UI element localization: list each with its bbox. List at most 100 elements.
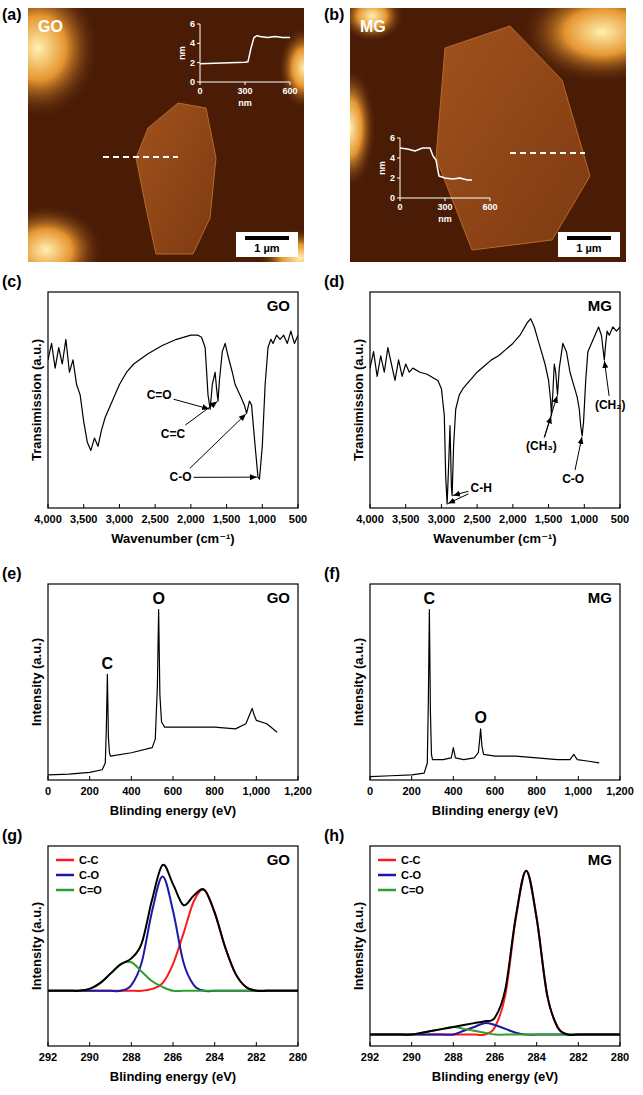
- x-tick: [83, 504, 84, 508]
- x-axis-title: nm: [238, 98, 252, 108]
- x-tick-label: 284: [527, 1051, 546, 1063]
- x-tick-label: 282: [247, 1051, 265, 1063]
- scale-bar-label: 1 µm: [254, 242, 280, 254]
- panel-title: MG: [588, 851, 612, 868]
- x-tick: [256, 776, 257, 780]
- annotation: C=O: [147, 388, 172, 402]
- panel-letter: (a): [2, 6, 22, 23]
- series-group: [200, 36, 290, 64]
- afm-flake-bright: [28, 8, 100, 120]
- panel-letter: (b): [324, 6, 344, 23]
- chart: 4,0003,5003,0002,5002,0001,5001,000500Wa…: [29, 292, 308, 546]
- series-line: [370, 1027, 620, 1035]
- y-axis-line: [200, 24, 201, 82]
- x-tick-label: 290: [402, 1051, 420, 1063]
- x-tick: [298, 1042, 299, 1046]
- x-tick: [131, 776, 132, 780]
- x-tick-label: 800: [205, 785, 223, 797]
- afm-flake: [136, 103, 216, 254]
- scale-bar: [245, 236, 289, 240]
- series-group: [370, 319, 620, 504]
- y-axis-title: Transimission (a.u.): [29, 339, 44, 461]
- x-tick-label: 300: [437, 202, 452, 212]
- y-tick-label: 4: [390, 153, 395, 163]
- x-tick: [445, 198, 446, 201]
- series-line: [370, 871, 620, 1035]
- legend-label: C-C: [79, 854, 99, 866]
- panel-title: GO: [267, 297, 291, 314]
- x-tick-label: 500: [611, 513, 629, 525]
- panel-letter: (h): [324, 827, 344, 844]
- x-tick-label: 3,000: [106, 513, 134, 525]
- y-tick: [397, 198, 400, 199]
- y-axis-line: [400, 138, 401, 198]
- panel-title: MG: [588, 297, 612, 314]
- x-tick: [578, 1042, 579, 1046]
- inset-chart: 03006000246nmnm: [377, 133, 498, 224]
- x-axis-title: nm: [438, 214, 452, 224]
- y-axis-title: Intensity (a.u.): [29, 638, 44, 726]
- x-tick: [512, 504, 513, 508]
- legend-label: C-O: [401, 869, 422, 881]
- x-tick-label: 4,000: [34, 513, 62, 525]
- annotation: C: [424, 590, 436, 607]
- plot-frame: [48, 292, 298, 508]
- x-tick-label: 1,000: [571, 513, 599, 525]
- x-tick: [214, 776, 215, 780]
- x-tick-label: 292: [361, 1051, 379, 1063]
- x-axis-title: Blinding energy (eV): [432, 803, 558, 818]
- x-tick-label: 1,200: [606, 785, 634, 797]
- annotation: C=C: [161, 427, 186, 441]
- chart: 4,0003,5003,0002,5002,0001,5001,000500Wa…: [351, 292, 630, 546]
- chart: 292290288286284282280Blinding energy (eV…: [351, 846, 630, 1084]
- x-tick-label: 1,500: [213, 513, 241, 525]
- scale-bar-box: [236, 232, 298, 257]
- x-tick-label: 600: [164, 785, 182, 797]
- series-group: [48, 331, 298, 479]
- x-tick-label: 600: [282, 86, 297, 96]
- plot-frame: [48, 584, 298, 780]
- x-tick: [578, 776, 579, 780]
- annotation-arrow: [194, 477, 257, 478]
- series-line: [370, 1023, 620, 1035]
- series-line: [200, 36, 290, 64]
- series-line: [48, 331, 298, 479]
- legend-swatch: [56, 874, 74, 877]
- x-tick-label: 288: [122, 1051, 140, 1063]
- x-tick: [290, 82, 291, 85]
- plot-frame: [370, 584, 620, 780]
- x-tick-label: 500: [289, 513, 307, 525]
- x-axis-title: Blinding energy (eV): [110, 803, 236, 818]
- plot-frame: [370, 846, 620, 1046]
- annotation-arrow: [544, 396, 557, 438]
- x-tick-label: 1,000: [249, 513, 277, 525]
- x-tick: [190, 504, 191, 508]
- x-tick-label: 3,500: [70, 513, 98, 525]
- y-tick: [397, 158, 400, 159]
- x-tick-label: 300: [237, 86, 252, 96]
- inset-chart: 03006000246nmnm: [177, 19, 298, 108]
- panel-letter: (g): [2, 827, 22, 844]
- afm-image: [350, 8, 626, 262]
- y-tick-label: 2: [190, 58, 195, 68]
- x-tick-label: 3,000: [428, 513, 456, 525]
- annotation: O: [152, 590, 164, 607]
- x-tick-label: 400: [122, 785, 140, 797]
- x-tick-label: 0: [367, 785, 373, 797]
- series-group: [48, 610, 277, 775]
- x-tick: [548, 504, 549, 508]
- x-tick: [48, 504, 49, 508]
- x-tick-label: 200: [402, 785, 420, 797]
- x-tick: [620, 776, 621, 780]
- panel-title: GO: [267, 589, 291, 606]
- y-axis-title: Intensity (a.u.): [351, 902, 366, 990]
- chart: 292290288286284282280Blinding energy (eV…: [29, 846, 308, 1084]
- x-tick: [536, 1042, 537, 1046]
- y-axis-title: nm: [377, 161, 387, 175]
- legend-label: C=O: [79, 884, 102, 896]
- legend-swatch: [56, 859, 74, 862]
- x-tick: [256, 1042, 257, 1046]
- profile-line: [510, 152, 585, 154]
- x-axis-title: Blinding energy (eV): [110, 1069, 236, 1084]
- x-tick: [411, 1042, 412, 1046]
